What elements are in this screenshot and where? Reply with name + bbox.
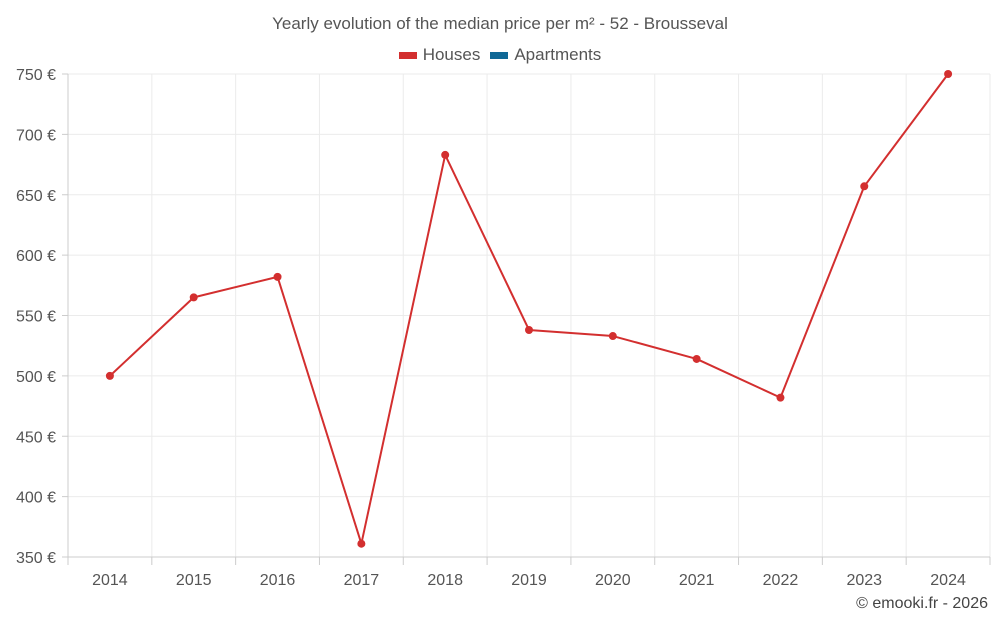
y-tick-label: 600 €: [16, 248, 56, 265]
x-tick-label: 2018: [427, 572, 463, 589]
x-tick-label: 2020: [595, 572, 631, 589]
data-point-houses: [105, 371, 114, 380]
data-point-houses: [692, 354, 701, 363]
data-point-houses: [525, 325, 533, 334]
data-point-houses: [357, 539, 366, 548]
watermark: © emooki.fr - 2026: [856, 595, 988, 612]
chart-title: Yearly evolution of the median price per…: [272, 14, 728, 33]
x-tick-label: 2015: [176, 572, 212, 589]
data-point-houses: [608, 332, 617, 341]
legend-swatch-apartments: [490, 51, 509, 59]
x-tick-label: 2017: [344, 572, 380, 589]
y-tick-label: 750 €: [16, 67, 56, 84]
legend-entry-apartments[interactable]: Apartments: [490, 45, 601, 65]
x-tick-label: 2022: [763, 572, 799, 589]
y-tick-label: 550 €: [16, 309, 56, 326]
data-point-houses: [441, 150, 450, 159]
x-tick-label: 2024: [930, 572, 966, 589]
legend-swatch-houses: [398, 51, 417, 59]
x-tick-label: 2016: [260, 572, 296, 589]
y-tick-label: 500 €: [16, 369, 56, 386]
x-tick-label: 2023: [846, 572, 882, 589]
y-tick-label: 700 €: [16, 127, 56, 144]
y-tick-label: 350 €: [16, 550, 56, 567]
x-tick-label: 2014: [92, 572, 128, 589]
legend-label-houses: Houses: [422, 45, 481, 64]
y-tick-label: 400 €: [16, 490, 56, 507]
data-point-houses: [944, 70, 953, 78]
x-tick-label: 2021: [679, 572, 715, 589]
legend: Houses Apartments: [0, 45, 1000, 65]
data-point-houses: [273, 272, 282, 281]
legend-entry-houses[interactable]: Houses: [398, 45, 481, 65]
data-point-houses: [189, 293, 198, 302]
y-tick-label: 450 €: [16, 429, 56, 446]
y-tick-label: 650 €: [16, 188, 56, 205]
data-point-houses: [776, 393, 785, 402]
data-point-houses: [860, 182, 869, 191]
legend-label-apartments: Apartments: [514, 45, 602, 64]
x-tick-label: 2019: [511, 572, 547, 589]
